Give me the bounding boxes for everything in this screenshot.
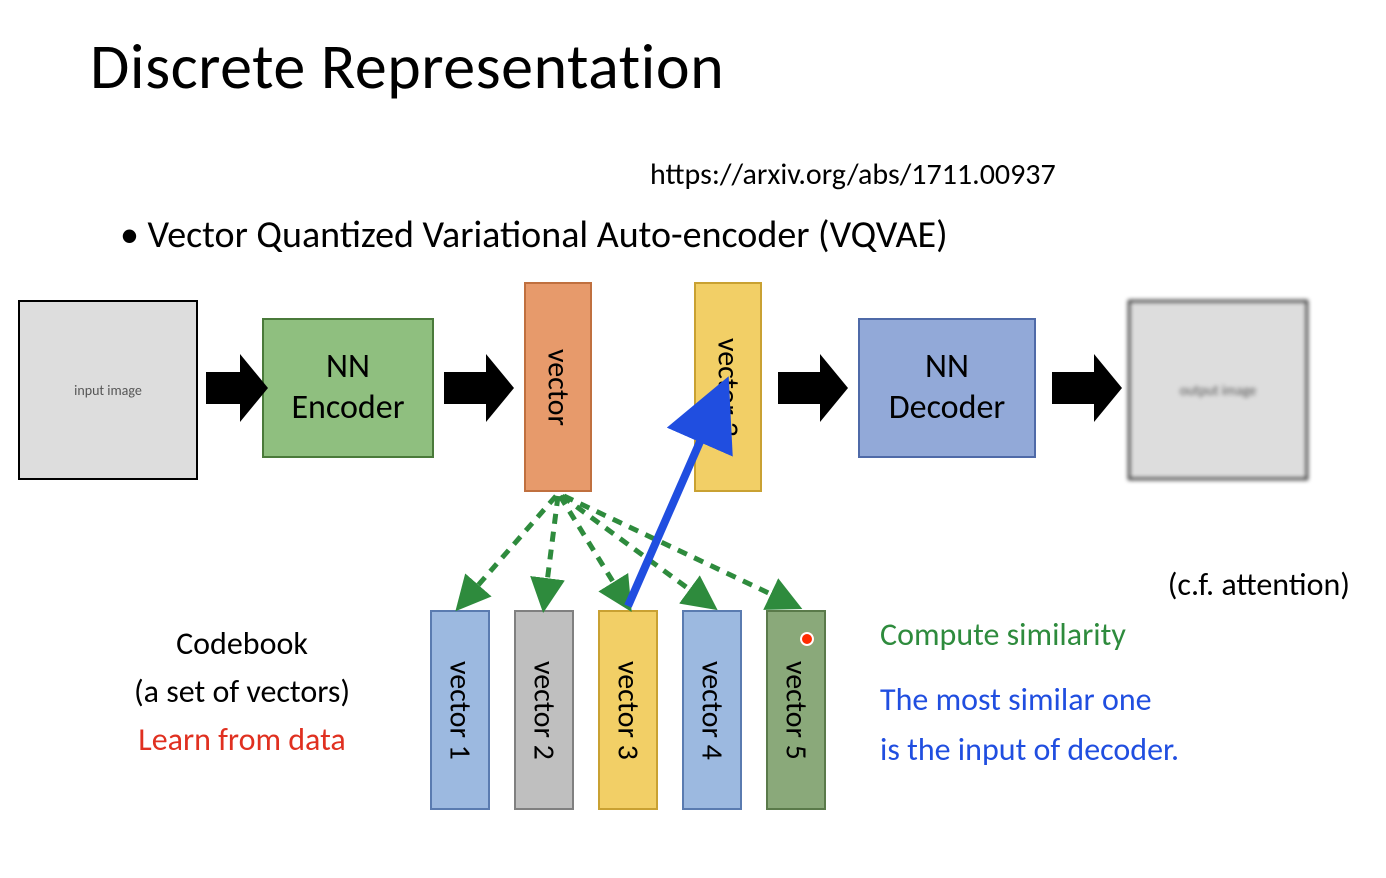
encoder-line1: NN [326,346,370,387]
nn-decoder-label: NN Decoder [889,347,1006,429]
codebook-vec-4: vector 4 [682,610,742,810]
arrow-3 [778,354,848,422]
codebook-vec-3-label: vector 3 [610,661,647,760]
similarity-arrows [460,496,796,606]
decoder-line1: NN [925,346,969,387]
encoded-vector-box: vector [524,282,592,492]
laser-pointer-icon [800,632,814,646]
output-image: output image [1128,300,1308,480]
right-annotations: (c.f. attention) Compute similarity The … [880,560,1380,774]
decoder-line2: Decoder [889,387,1006,428]
encoder-line2: Encoder [291,387,404,428]
input-image-label: input image [74,382,142,399]
codebook-vec-4-label: vector 4 [694,661,731,760]
encoded-vector-label: vector [540,349,577,426]
arrow-4 [1052,354,1122,422]
codebook-vec-5: vector 5 [766,610,826,810]
codebook-caption: Codebook (a set of vectors) Learn from d… [72,620,412,764]
arrow-2 [444,354,514,422]
codebook-vec-2: vector 2 [514,610,574,810]
arrow-1 [206,354,268,422]
codebook-vec-2-label: vector 2 [526,661,563,760]
selected-vector-box: vector 3 [694,282,762,492]
cf-attention: (c.f. attention) [880,560,1380,610]
codebook-vec-3: vector 3 [598,610,658,810]
spacer [880,659,1380,675]
codebook-vec-1: vector 1 [430,610,490,810]
most-similar-l1: The most similar one [880,675,1380,725]
codebook-caption-l3: Learn from data [138,720,345,759]
codebook-row: vector 1 vector 2 vector 3 vector 4 vect… [430,610,850,810]
nn-encoder-box: NN Encoder [262,318,434,458]
slide-title: Discrete Representation [90,28,724,106]
input-image: input image [18,300,198,480]
output-image-label: output image [1180,382,1257,399]
slide-root: Discrete Representation https://arxiv.or… [0,0,1386,878]
compute-similarity: Compute similarity [880,610,1380,660]
codebook-vec-1-label: vector 1 [442,661,479,760]
most-similar-l2: is the input of decoder. [880,725,1380,775]
selected-vector-label: vector 3 [710,338,747,437]
codebook-vec-5-label: vector 5 [778,661,815,760]
paper-url[interactable]: https://arxiv.org/abs/1711.00937 [650,156,1056,193]
bullet-vqvae: Vector Quantized Variational Auto-encode… [120,212,948,258]
codebook-caption-l2: (a set of vectors) [134,672,350,711]
nn-encoder-label: NN Encoder [291,347,404,429]
codebook-caption-l1: Codebook [176,624,308,663]
nn-decoder-box: NN Decoder [858,318,1036,458]
